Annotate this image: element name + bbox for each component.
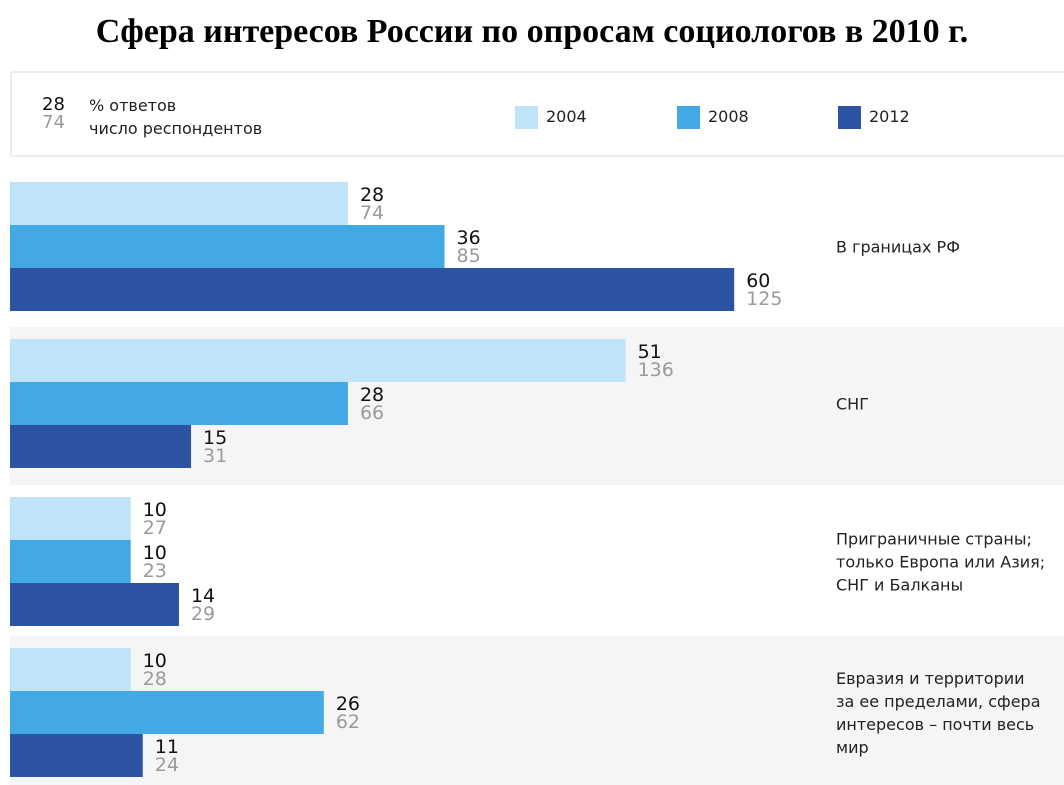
legend-label-2012: 2012: [869, 107, 910, 126]
category-label: только Европа или Азия;: [836, 553, 1045, 572]
legend-label-2008: 2008: [708, 107, 749, 126]
page-title: Сфера интересов России по опросам социол…: [95, 13, 969, 50]
bar-2004: [10, 182, 348, 225]
bar-2012: [10, 425, 192, 468]
bar-value-percent: 36: [457, 227, 481, 249]
bar-value-percent: 28: [360, 384, 384, 406]
bar-2008: [10, 691, 324, 734]
legend-label-2004: 2004: [546, 107, 587, 126]
legend-key-label-percent: % ответов: [89, 96, 177, 115]
bar-2008: [10, 540, 131, 583]
category-label: интересов – почти весь: [836, 715, 1034, 734]
bar-value-respondents: 66: [360, 402, 384, 424]
bar-value-percent: 10: [143, 650, 167, 672]
category-label: СНГ: [836, 395, 869, 414]
bar-value-respondents: 29: [191, 603, 215, 625]
bar-2012: [10, 734, 143, 777]
bar-value-percent: 28: [360, 184, 384, 206]
bar-value-respondents: 136: [638, 359, 674, 381]
bar-value-percent: 11: [155, 736, 179, 758]
bar-2012: [10, 583, 179, 626]
bar-2004: [10, 648, 131, 691]
bar-value-respondents: 62: [336, 711, 360, 733]
bar-value-respondents: 24: [155, 754, 179, 776]
legend-swatch-2004: [515, 106, 538, 129]
bar-value-respondents: 85: [457, 245, 481, 267]
bar-2008: [10, 382, 348, 425]
legend: 28 74 % ответов число респондентов 2004 …: [10, 71, 1064, 157]
legend-swatch-2008: [677, 106, 700, 129]
group-background: [10, 485, 1064, 636]
bar-2004: [10, 497, 131, 540]
category-label: В границах РФ: [836, 238, 960, 257]
bar-2004: [10, 339, 626, 382]
bar-value-percent: 60: [746, 270, 770, 292]
bar-value-percent: 14: [191, 585, 215, 607]
bar-value-respondents: 31: [203, 445, 227, 467]
bar-value-respondents: 125: [746, 288, 782, 310]
bar-value-percent: 15: [203, 427, 227, 449]
category-label: Приграничные страны;: [836, 530, 1032, 549]
category-label: СНГ и Балканы: [836, 576, 963, 595]
category-label: мир: [836, 738, 869, 757]
legend-key-label-count: число респондентов: [89, 119, 263, 138]
legend-key-value-count: 74: [42, 112, 65, 133]
bar-value-percent: 26: [336, 693, 360, 715]
bar-2012: [10, 268, 735, 311]
category-label: за ее пределами, сфера: [836, 692, 1041, 711]
legend-swatch-2012: [838, 106, 861, 129]
bar-value-respondents: 27: [143, 517, 167, 539]
bar-value-respondents: 74: [360, 202, 384, 224]
bar-value-percent: 51: [638, 341, 662, 363]
legend-key-value-percent: 28: [42, 94, 65, 115]
category-label: Евразия и территории: [836, 669, 1025, 688]
bar-value-percent: 10: [143, 499, 167, 521]
bar-value-percent: 10: [143, 542, 167, 564]
bar-2008: [10, 225, 445, 268]
bar-value-respondents: 23: [143, 560, 167, 582]
bar-value-respondents: 28: [143, 668, 167, 690]
